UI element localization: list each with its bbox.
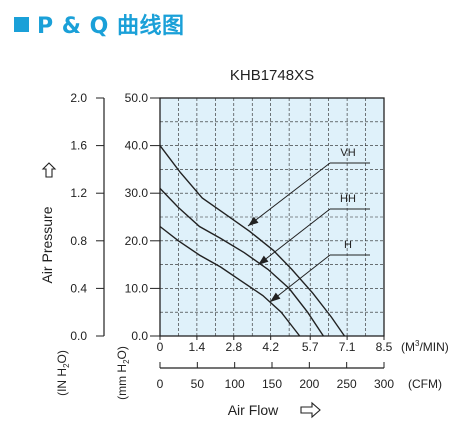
y-primary-tick-label: 0.0 xyxy=(131,329,148,343)
x-primary-tick-label: 8.5 xyxy=(376,340,393,354)
x-primary-tick-label: 1.4 xyxy=(189,340,206,354)
callout-line xyxy=(269,254,331,303)
y-secondary-tick-label: 2.0 xyxy=(70,91,87,105)
callout-arrow-icon xyxy=(258,255,269,265)
y-secondary-tick-label: 1.6 xyxy=(70,139,87,153)
x-secondary-tick-label: 300 xyxy=(374,377,394,391)
series-label-hh: HH xyxy=(340,193,356,205)
x-secondary-tick-label: 0 xyxy=(157,377,164,391)
callout-arrow-icon xyxy=(270,292,281,302)
x-secondary-unit: (CFM) xyxy=(408,377,442,391)
x-secondary-tick-label: 150 xyxy=(262,377,282,391)
y-primary-tick-label: 20.0 xyxy=(125,234,149,248)
x-primary-tick-label: 5.7 xyxy=(302,340,319,354)
y-secondary-tick-label: 0.8 xyxy=(70,234,87,248)
heading-square-icon xyxy=(14,16,29,32)
y-primary-unit: (mm H2O) xyxy=(115,346,131,400)
x-secondary-tick-label: 250 xyxy=(337,377,357,391)
x-secondary-tick-label: 100 xyxy=(225,377,245,391)
callout-arrow-icon xyxy=(248,216,259,226)
x-primary-tick-label: 0 xyxy=(157,340,164,354)
section-heading: P & Q 曲线图 xyxy=(14,8,185,40)
y-secondary-tick-label: 0.4 xyxy=(70,281,87,295)
x-axes: 0 1.4 2.8 4.2 5.7 7.1 8.5 0 50 100 150 200 250 300 xyxy=(157,336,394,391)
x-primary-tick-label: 7.1 xyxy=(339,340,356,354)
y-axis-label: Air Pressure xyxy=(39,206,55,283)
series-line-h xyxy=(159,225,301,337)
series-label-vh: VH xyxy=(340,147,355,159)
x-primary-unit: (M3/MIN) xyxy=(401,339,449,354)
y-axes: 0.0 10.0 20.0 30.0 40.0 50.0 0.0 0.4 0.8 1.2 1.6 2.… xyxy=(70,91,160,343)
y-secondary-unit: (IN H2O) xyxy=(55,350,71,396)
y-primary-tick-label: 10.0 xyxy=(125,281,149,295)
y-secondary-tick-label: 0.0 xyxy=(70,329,87,343)
series-line-hh xyxy=(159,187,324,337)
x-secondary-tick-label: 200 xyxy=(299,377,319,391)
y-secondary-tick-label: 1.2 xyxy=(70,186,87,200)
right-arrow-icon xyxy=(300,401,321,419)
x-secondary-tick-label: 50 xyxy=(191,377,205,391)
x-axis-label: Air Flow xyxy=(228,402,279,418)
series-label-h: H xyxy=(344,239,352,251)
x-primary-tick-label: 4.2 xyxy=(262,340,279,354)
up-arrow-icon xyxy=(41,162,57,178)
series-line-vh xyxy=(159,145,346,337)
callout-line xyxy=(257,208,331,266)
x-primary-tick-label: 2.8 xyxy=(225,340,242,354)
y-primary-tick-label: 40.0 xyxy=(125,139,149,153)
y-primary-tick-label: 50.0 xyxy=(125,91,149,105)
chart-title: KHB1748XS xyxy=(230,67,314,84)
heading-text: P & Q 曲线图 xyxy=(37,14,185,39)
y-primary-tick-label: 30.0 xyxy=(125,186,149,200)
plot-frame xyxy=(159,97,385,337)
callout-line xyxy=(247,162,331,227)
